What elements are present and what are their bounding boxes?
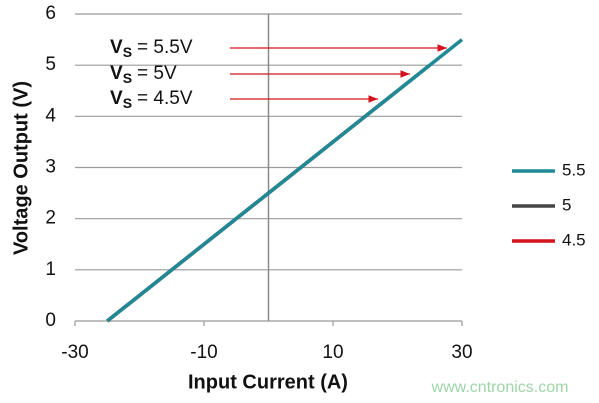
watermark: www.cntronics.com: [431, 379, 569, 396]
y-tick-label: 1: [45, 259, 56, 280]
annotation-subscript: S: [123, 95, 132, 111]
legend-label: 4.5: [562, 230, 586, 249]
annotation-subscript: S: [123, 70, 132, 86]
x-axis-title: Input Current (A): [188, 371, 348, 393]
legend-label: 5.5: [562, 160, 586, 179]
x-tick-label: 30: [451, 342, 472, 363]
annotation-text: = 5V: [137, 63, 177, 84]
x-tick-label: 10: [322, 342, 343, 363]
legend-label: 5: [562, 195, 571, 214]
annotation-text: = 5.5V: [137, 37, 193, 58]
y-tick-label: 2: [45, 208, 56, 229]
y-tick-label: 6: [45, 3, 56, 24]
annotation-subscript: S: [123, 44, 132, 60]
annotation-text: = 4.5V: [137, 88, 193, 109]
y-tick-label: 5: [45, 54, 56, 75]
y-tick-label: 0: [45, 310, 56, 331]
annotation-symbol: V: [110, 88, 123, 109]
x-tick-label: -10: [190, 342, 217, 363]
x-tick-label: -30: [61, 342, 88, 363]
annotation: VS = 5V: [110, 63, 177, 86]
y-tick-label: 4: [45, 105, 56, 126]
y-tick-label: 3: [45, 157, 56, 178]
annotation-symbol: V: [110, 63, 123, 84]
annotation-symbol: V: [110, 37, 123, 58]
y-axis-title: Voltage Output (V): [10, 81, 32, 255]
series-line: [106, 38, 464, 323]
annotation: VS = 4.5V: [110, 88, 193, 111]
annotation: VS = 5.5V: [110, 37, 193, 60]
